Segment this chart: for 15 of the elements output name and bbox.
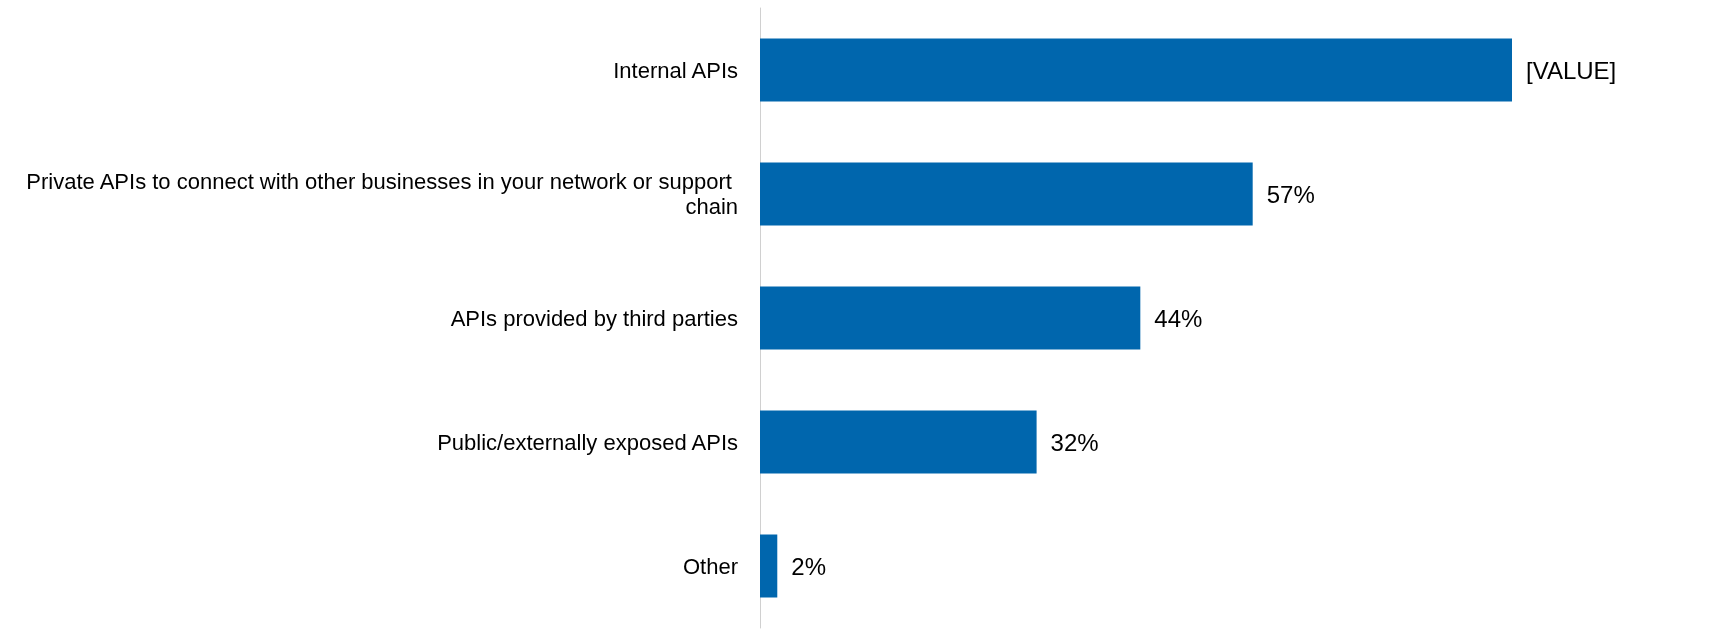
- bar: [760, 534, 778, 598]
- data-label: 2%: [791, 552, 826, 580]
- y-tick-label: Other: [682, 553, 738, 579]
- y-tick-label: Internal APIs: [613, 57, 738, 83]
- data-label: [VALUE]: [1526, 56, 1617, 84]
- data-label: 32%: [1050, 428, 1099, 456]
- bar: [760, 410, 1037, 474]
- y-tick-label: Public/externally exposed APIs: [437, 429, 738, 455]
- bar: [760, 162, 1253, 226]
- bar: [760, 38, 1512, 102]
- data-label: 57%: [1266, 180, 1315, 208]
- data-label: 44%: [1154, 304, 1203, 332]
- y-tick-label: Private APIs to connect with other businesses in your network or support chain: [26, 169, 738, 219]
- y-tick-label: APIs provided by third parties: [450, 305, 738, 331]
- bar: [760, 286, 1141, 350]
